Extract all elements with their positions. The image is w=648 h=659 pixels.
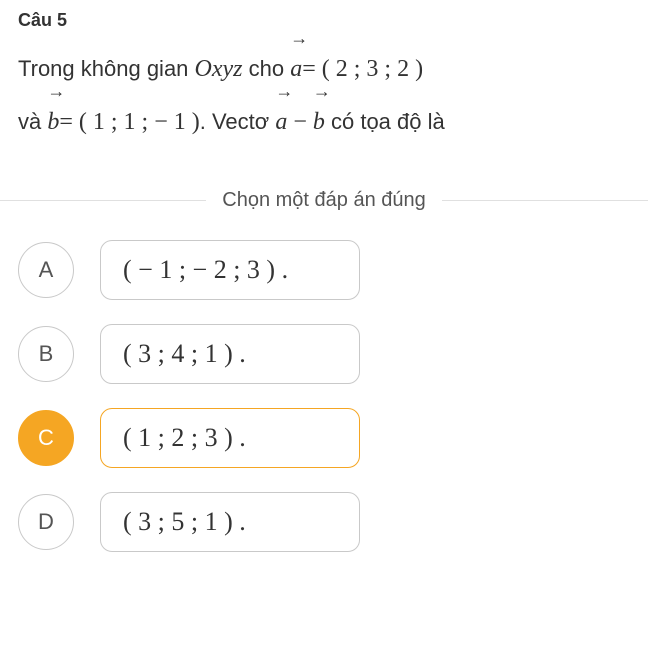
option-letter-d[interactable]: D [18, 494, 74, 550]
option-box-d[interactable]: ( 3 ; 5 ; 1 ) . [100, 492, 360, 552]
text-va: và [18, 109, 47, 134]
instruction-text: Chọn một đáp án đúng [206, 189, 442, 212]
arrow-icon: → [275, 82, 287, 100]
instruction-row: Chọn một đáp án đúng [0, 189, 648, 212]
a-value: = ( 2 ; 3 ; 2 ) [302, 56, 423, 82]
vector-a-letter: a [290, 56, 302, 82]
options-container: A ( − 1 ; − 2 ; 3 ) . B ( 3 ; 4 ; 1 ) . … [0, 240, 648, 552]
vector-b2: →b [313, 96, 325, 149]
arrow-icon: → [290, 29, 302, 47]
divider-left [0, 200, 206, 201]
vector-a2-letter: a [275, 109, 287, 135]
divider-right [442, 200, 648, 201]
b-value: = ( 1 ; 1 ; − 1 ) [59, 109, 199, 135]
arrow-icon: → [313, 82, 325, 100]
text-end: có tọa độ là [325, 109, 445, 134]
option-letter-a[interactable]: A [18, 242, 74, 298]
question-area: Câu 5 Trong không gian Oxyz cho →a= ( 2 … [0, 0, 648, 169]
space-label: Oxyz [195, 56, 243, 82]
option-box-c[interactable]: ( 1 ; 2 ; 3 ) . [100, 408, 360, 468]
option-letter-c[interactable]: C [18, 410, 74, 466]
option-row-b: B ( 3 ; 4 ; 1 ) . [18, 324, 630, 384]
question-text: Trong không gian Oxyz cho →a= ( 2 ; 3 ; … [18, 43, 630, 149]
option-letter-b[interactable]: B [18, 326, 74, 382]
option-box-b[interactable]: ( 3 ; 4 ; 1 ) . [100, 324, 360, 384]
minus-sign: − [287, 109, 313, 135]
option-box-a[interactable]: ( − 1 ; − 2 ; 3 ) . [100, 240, 360, 300]
text-cho: cho [243, 56, 291, 81]
text-vecto: . Vectơ [200, 109, 276, 134]
arrow-icon: → [47, 82, 59, 100]
option-row-c: C ( 1 ; 2 ; 3 ) . [18, 408, 630, 468]
text-prefix: Trong không gian [18, 56, 195, 81]
vector-b-letter: b [47, 109, 59, 135]
vector-b2-letter: b [313, 109, 325, 135]
option-row-d: D ( 3 ; 5 ; 1 ) . [18, 492, 630, 552]
question-number: Câu 5 [18, 10, 630, 31]
vector-a2: →a [275, 96, 287, 149]
vector-b: →b [47, 96, 59, 149]
option-row-a: A ( − 1 ; − 2 ; 3 ) . [18, 240, 630, 300]
